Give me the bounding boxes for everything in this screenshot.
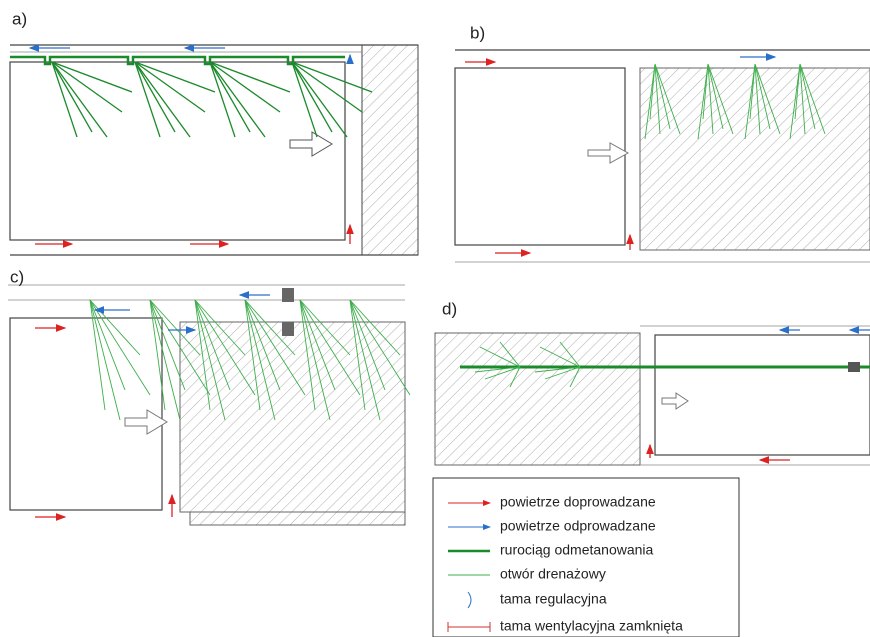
shape [544, 366, 581, 380]
layout [8, 44, 870, 637]
shape [194, 299, 246, 356]
shape [707, 63, 734, 135]
shape [349, 299, 366, 411]
shape [654, 63, 681, 135]
shape [534, 366, 581, 373]
shape [754, 63, 781, 135]
shape [149, 299, 181, 421]
shape [291, 61, 333, 133]
shape [299, 299, 361, 396]
shape [754, 63, 771, 130]
shape [484, 366, 521, 380]
shape [349, 299, 386, 391]
shape [799, 63, 826, 135]
shape [644, 63, 656, 140]
shape [89, 299, 126, 391]
shape [244, 299, 296, 356]
shape [51, 61, 108, 138]
legend-label: tama wentylacyjna zamknięta [500, 618, 683, 634]
shape [509, 366, 521, 388]
legend-label: powietrze odprowadzane [500, 518, 656, 534]
shape [134, 61, 216, 93]
shape [707, 63, 714, 135]
shape [244, 299, 276, 421]
shape [479, 346, 521, 368]
shape [794, 63, 801, 120]
shape [349, 299, 411, 396]
panel-label: c) [10, 267, 24, 286]
shape [51, 61, 93, 133]
legend-label: rurociąg odmetanowania [500, 542, 654, 558]
shape [649, 63, 656, 120]
shape [474, 366, 521, 373]
shape [209, 61, 281, 113]
shape [194, 299, 211, 411]
shape [299, 299, 331, 421]
shape [209, 61, 291, 93]
shape [51, 61, 123, 113]
shape [134, 61, 191, 138]
shape [134, 61, 161, 138]
shape [209, 61, 251, 133]
shape [559, 341, 581, 368]
shape [244, 299, 281, 391]
shape [194, 299, 231, 391]
shape [707, 63, 724, 130]
shape [149, 299, 186, 391]
panel-label: b) [470, 23, 485, 42]
legend-label: tama regulacyjna [500, 591, 607, 607]
shape [134, 61, 206, 113]
shape [299, 299, 336, 391]
shape [299, 299, 351, 356]
shape [149, 299, 201, 356]
shape [134, 61, 176, 133]
shape [754, 63, 761, 135]
shape [697, 63, 709, 140]
shape [244, 299, 306, 396]
shape [89, 299, 106, 411]
shape [349, 299, 381, 421]
shape [244, 299, 261, 411]
shape [654, 63, 661, 135]
panel-label: a) [12, 9, 27, 28]
shape [799, 63, 816, 130]
shape [194, 299, 256, 396]
panel-label: d) [442, 299, 457, 318]
shape [654, 63, 671, 130]
shape [89, 299, 151, 396]
shape [89, 299, 141, 356]
legend-label: otwór drenażowy [500, 566, 606, 582]
shape [569, 366, 581, 388]
shape [51, 61, 133, 93]
shape [799, 63, 806, 135]
shape [499, 341, 521, 368]
shape [299, 299, 316, 411]
shape [291, 61, 348, 138]
shape [89, 299, 121, 421]
shape [291, 61, 363, 113]
shape [349, 299, 401, 356]
shape [149, 299, 211, 396]
shape [291, 61, 373, 93]
shape [209, 61, 266, 138]
shape [194, 299, 226, 421]
shape [209, 61, 236, 138]
shape [789, 63, 801, 140]
shape [702, 63, 709, 120]
shape [51, 61, 78, 138]
shape [539, 346, 581, 368]
shape [744, 63, 756, 140]
shape [149, 299, 166, 411]
shape [749, 63, 756, 120]
legend-label: powietrze doprowadzane [500, 494, 656, 510]
shape [291, 61, 318, 138]
